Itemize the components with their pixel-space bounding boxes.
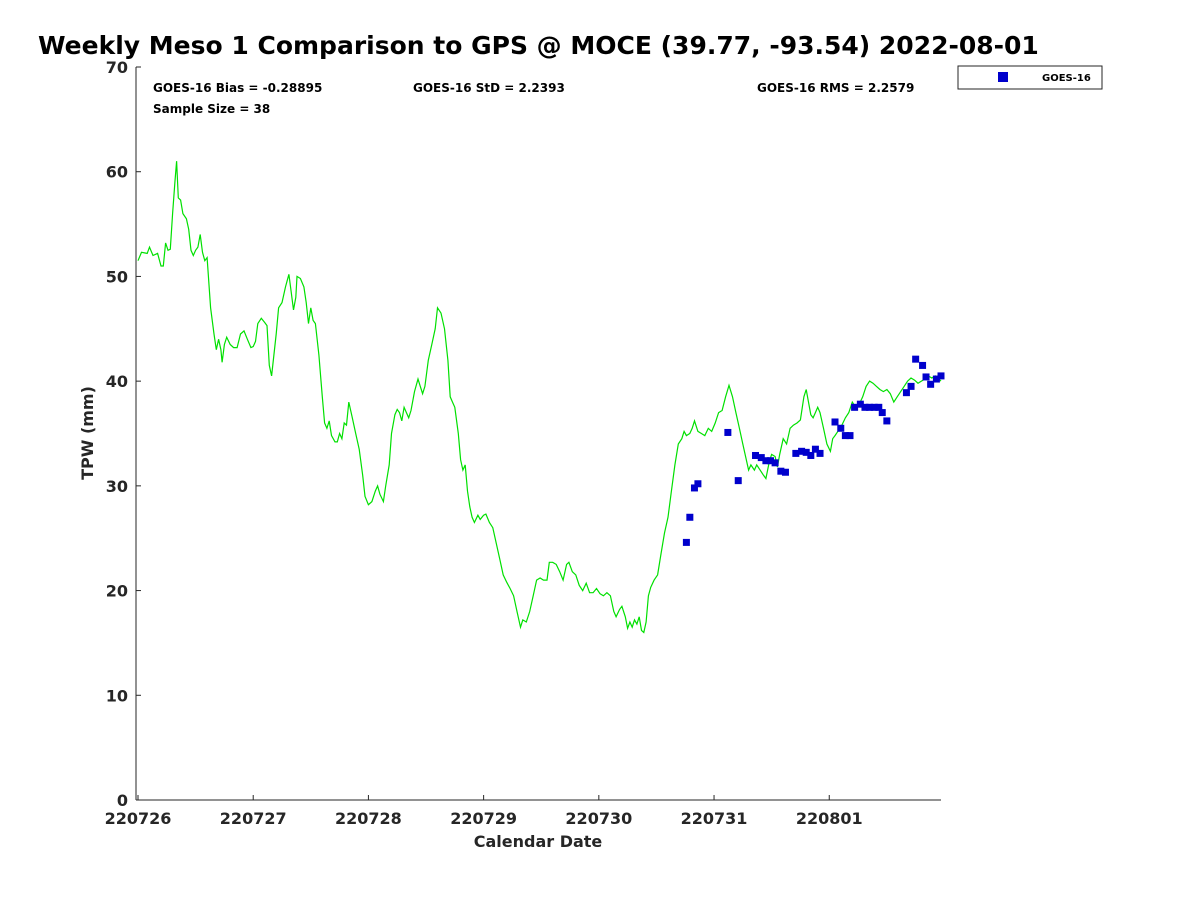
goes-16-point [752, 451, 760, 459]
goes-16-point [883, 417, 891, 425]
y-tick-label: 70 [106, 58, 128, 77]
goes-16-series [682, 355, 945, 546]
goes-16-point [777, 467, 785, 475]
goes-16-point [902, 389, 910, 397]
goes-16-point [792, 449, 800, 457]
goes-16-point [798, 447, 806, 455]
y-axis-ticks: 0 10 20 30 40 50 60 70 [106, 58, 141, 810]
rms-annotation: GOES-16 RMS = 2.2579 [757, 81, 914, 95]
goes-16-point [807, 451, 815, 459]
x-axis-label: Calendar Date [474, 832, 603, 851]
goes-16-point [937, 372, 945, 380]
y-tick-label: 10 [106, 686, 128, 705]
goes-16-point [816, 449, 824, 457]
gps-line [137, 161, 942, 634]
y-tick-label: 20 [106, 582, 128, 601]
goes-16-point [875, 403, 883, 411]
goes-16-point [781, 468, 789, 476]
goes-16-point [866, 403, 874, 411]
chart-title: Weekly Meso 1 Comparison to GPS @ MOCE (… [38, 31, 1039, 60]
x-tick-label: 220731 [681, 809, 748, 828]
goes-16-point [802, 448, 810, 456]
goes-16-point [932, 375, 940, 383]
y-axis-label: TPW (mm) [78, 386, 97, 480]
goes-16-point [831, 418, 839, 426]
goes-16-point [771, 459, 779, 467]
goes-16-point [837, 424, 845, 432]
goes-16-point [851, 403, 859, 411]
goes-16-point [927, 380, 935, 388]
y-tick-label: 30 [106, 477, 128, 496]
goes-16-point [912, 355, 920, 363]
std-annotation: GOES-16 StD = 2.2393 [413, 81, 565, 95]
goes-16-point [870, 403, 878, 411]
goes-16-point [690, 484, 698, 492]
goes-16-point [878, 409, 886, 417]
bias-annotation: GOES-16 Bias = -0.28895 [153, 81, 322, 95]
goes-16-point [766, 457, 774, 465]
sample-size-annotation: Sample Size = 38 [153, 102, 270, 116]
y-tick-label: 60 [106, 163, 128, 182]
goes-16-point [757, 454, 765, 462]
goes-16-point [686, 513, 694, 521]
goes-16-point [919, 361, 927, 369]
goes-16-point [861, 403, 869, 411]
legend-box [957, 65, 1103, 90]
goes-16-point [734, 477, 742, 485]
goes-16-point [682, 538, 690, 546]
gps-series [137, 161, 942, 634]
goes-16-point [811, 445, 819, 453]
x-tick-label: 220801 [796, 809, 863, 828]
legend-goes-16-label: GOES-16 [1042, 73, 1091, 84]
y-tick-label: 0 [117, 791, 128, 810]
goes-16-point [907, 382, 915, 390]
x-tick-label: 220729 [450, 809, 517, 828]
x-tick-label: 220726 [105, 809, 172, 828]
legend-goes-16-marker [998, 72, 1008, 82]
y-tick-label: 40 [106, 372, 128, 391]
goes-16-point [694, 480, 702, 488]
goes-16-point [841, 432, 849, 440]
goes-16-point [846, 432, 854, 440]
y-tick-label: 50 [106, 267, 128, 286]
goes-16-point [856, 400, 864, 408]
goes-16-point [922, 373, 930, 381]
legend: GOES-16 [957, 65, 1103, 90]
x-tick-label: 220728 [335, 809, 402, 828]
x-tick-label: 220730 [565, 809, 632, 828]
goes-16-point [724, 428, 732, 436]
x-axis-ticks: 220726 220727 220728 220729 220730 220731 2208… [105, 795, 863, 828]
x-tick-label: 220727 [220, 809, 287, 828]
goes-16-point [762, 457, 770, 465]
